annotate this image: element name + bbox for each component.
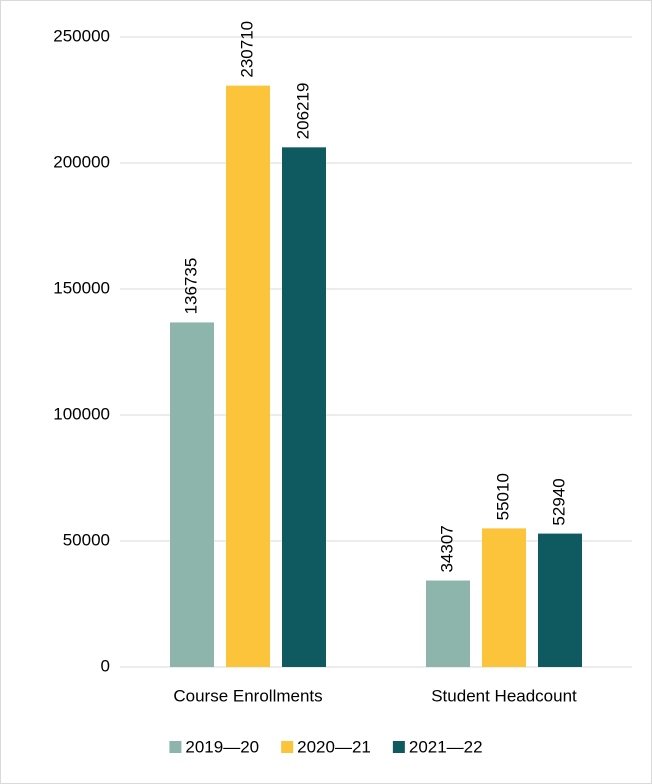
y-tick-label: 250000 [53,26,110,45]
data-label: 230710 [237,21,256,78]
x-tick-label: Course Enrollments [173,686,322,705]
legend-swatch [392,741,405,753]
bar [226,85,270,668]
data-label: 34307 [437,525,456,572]
legend-swatch [281,741,294,753]
data-label: 206219 [293,83,312,140]
y-tick-label: 150000 [53,278,110,297]
legend-label: 2021—22 [409,737,483,756]
x-tick-label: Student Headcount [431,686,577,705]
bar [482,528,526,667]
legend-label: 2020—21 [297,737,371,756]
data-label: 52940 [549,478,568,525]
data-label: 136735 [181,258,200,315]
data-label: 55010 [493,473,512,520]
legend-swatch [169,741,182,753]
y-tick-label: 200000 [53,152,110,171]
y-tick-label: 50000 [63,530,110,549]
y-tick-label: 0 [101,656,110,675]
bar [538,533,582,667]
y-tick-label: 100000 [53,404,110,423]
bar [170,322,214,667]
legend-label: 2019—20 [185,737,259,756]
bar [426,580,470,667]
bar [282,147,326,667]
